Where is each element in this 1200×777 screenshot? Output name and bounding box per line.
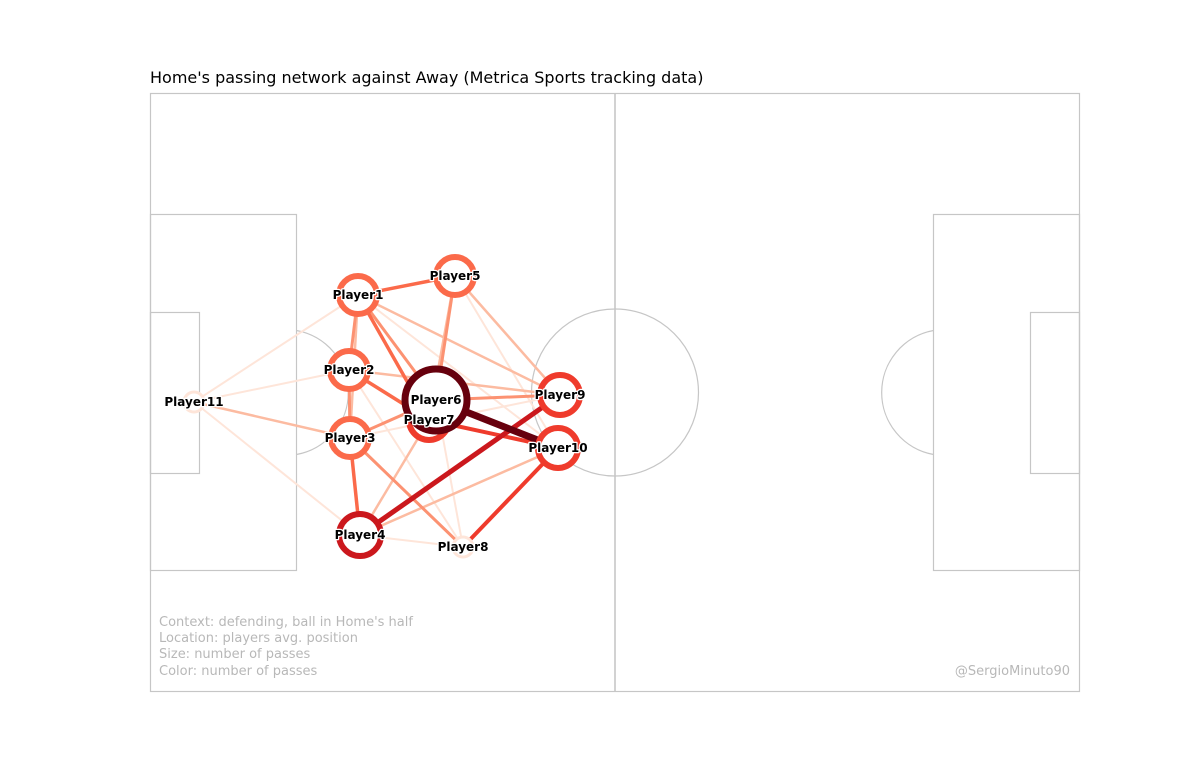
left-penalty-box: [149, 213, 298, 572]
player-label-player6: Player6: [411, 393, 462, 407]
pitch-lines: [149, 92, 1081, 693]
player-label-player9: Player9: [535, 388, 586, 402]
context-line-size: Size: number of passes: [159, 647, 311, 662]
pass-edges: [193, 274, 562, 549]
player-label-player1: Player1: [333, 288, 384, 302]
player-node-player3: [328, 416, 372, 460]
chart-title: Home's passing network against Away (Met…: [150, 68, 704, 87]
context-line-location: Location: players avg. position: [159, 631, 358, 646]
pass-edge-player1-player9: [357, 293, 561, 397]
right-six-yard-box: [1029, 311, 1081, 475]
player-node-player1: [336, 273, 380, 317]
player-node-player10: [535, 425, 581, 471]
player-label-player8: Player8: [438, 540, 489, 554]
pass-edge-player5-player9: [454, 275, 561, 396]
right-penalty-box: [932, 213, 1081, 572]
player-node-player2: [327, 348, 371, 392]
player-labels: Player1 Player2 Player3 Player4 Player5 Playe…: [163, 268, 589, 556]
player-label-player10: Player10: [528, 441, 587, 455]
pass-edge-player11-player1: [193, 294, 359, 403]
player-label-player2: Player2: [324, 363, 375, 377]
player-node-player8: [451, 535, 475, 559]
pass-edge-player11-player3: [193, 400, 351, 440]
context-line-color: Color: number of passes: [159, 664, 318, 679]
pass-edge-player3-player8: [348, 436, 465, 549]
player-node-player11: [182, 390, 206, 414]
player-label-player5: Player5: [430, 269, 481, 283]
player-node-player5: [433, 254, 477, 298]
player-node-player9: [537, 372, 583, 418]
player-label-player3: Player3: [325, 431, 376, 445]
player-node-player6: [401, 365, 471, 435]
player-label-player4: Player4: [335, 528, 386, 542]
player-label-player7: Player7: [404, 413, 455, 427]
player-nodes: [182, 254, 583, 559]
author-credit: @SergioMinuto90: [954, 664, 1070, 679]
player-node-player4: [336, 511, 384, 559]
pass-edge-player4-player10: [359, 446, 559, 537]
pass-edge-player4-player9: [358, 392, 562, 538]
pass-edge-player11-player4: [193, 401, 361, 536]
context-line-situation: Context: defending, ball in Home's half: [159, 615, 413, 630]
pass-edge-player5-player10: [454, 275, 559, 449]
pass-edge-player11-player2: [193, 369, 350, 403]
right-penalty-arc: [881, 329, 934, 456]
player-label-player11: Player11: [164, 395, 223, 409]
